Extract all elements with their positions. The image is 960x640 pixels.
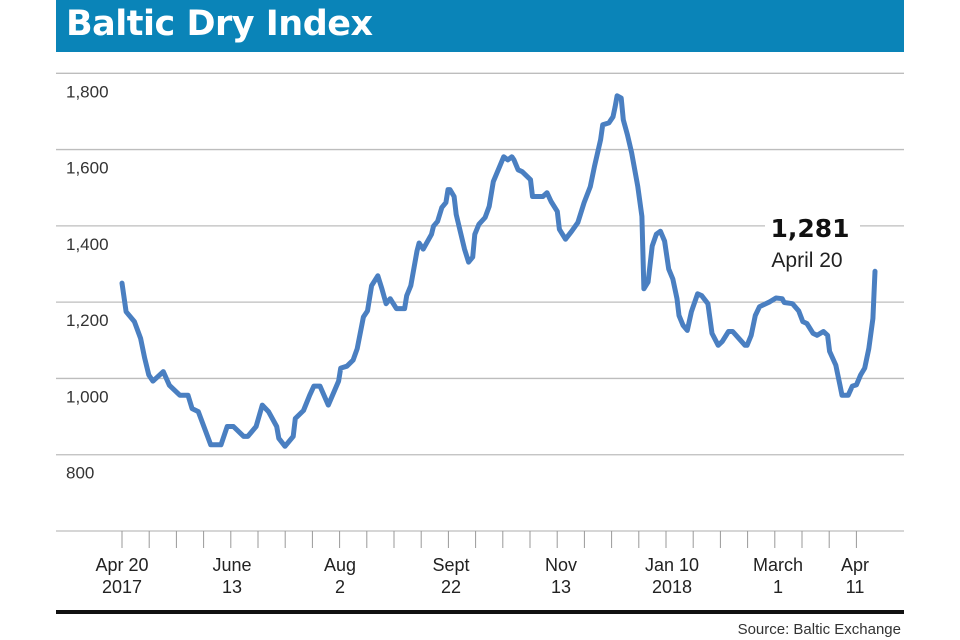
x-tick-label-line2: 1 bbox=[773, 577, 783, 597]
x-tick-label: Jan 10 bbox=[645, 555, 699, 575]
x-tick-label: Nov bbox=[545, 555, 577, 575]
x-tick-label-line2: 13 bbox=[222, 577, 242, 597]
y-tick-label: 1,200 bbox=[66, 311, 109, 330]
y-tick-label: 800 bbox=[66, 464, 94, 483]
annotation-value: 1,281 bbox=[770, 214, 849, 243]
y-tick-label: 1,400 bbox=[66, 235, 109, 254]
x-tick-label-line2: 2017 bbox=[102, 577, 142, 597]
x-tick-label-line2: 2 bbox=[335, 577, 345, 597]
x-tick-label: Apr 20 bbox=[95, 555, 148, 575]
x-tick-label: Aug bbox=[324, 555, 356, 575]
bottom-rule bbox=[56, 610, 904, 614]
chart-title: Baltic Dry Index bbox=[66, 4, 373, 44]
x-tick-label-line2: 22 bbox=[441, 577, 461, 597]
annotation-date: April 20 bbox=[771, 249, 842, 272]
y-tick-label: 1,800 bbox=[66, 82, 109, 101]
source-note: Source: Baltic Exchange bbox=[738, 621, 901, 638]
title-bar: Baltic Dry Index bbox=[56, 0, 904, 52]
x-tick-label: June bbox=[212, 555, 251, 575]
series-line-bdi bbox=[119, 93, 878, 449]
x-tick-label-line2: 11 bbox=[846, 577, 865, 597]
gridlines bbox=[56, 72, 904, 532]
x-tick-label: March bbox=[753, 555, 803, 575]
x-tick-label: Apr bbox=[841, 555, 869, 575]
y-tick-label: 1,000 bbox=[66, 387, 109, 406]
annotation-background bbox=[765, 205, 860, 235]
y-axis-labels: 1,800 1,600 1,400 1,200 1,000 800 bbox=[66, 82, 109, 482]
y-tick-label: 1,600 bbox=[66, 159, 109, 178]
x-tick-label: Sept bbox=[432, 555, 469, 575]
x-tick-label-line2: 2018 bbox=[652, 577, 692, 597]
x-tick-label-line2: 13 bbox=[551, 577, 571, 597]
